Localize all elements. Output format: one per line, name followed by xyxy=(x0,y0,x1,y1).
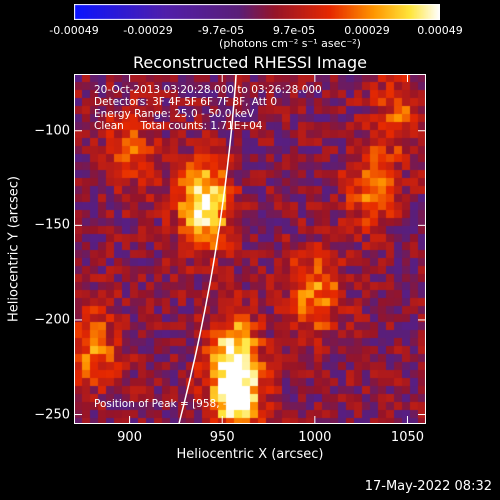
y-axis-label: Heliocentric Y (arcsec) xyxy=(6,176,22,322)
x-tick-label: 950 xyxy=(209,430,235,445)
y-tick-label: −250 xyxy=(34,407,70,423)
plot-frame xyxy=(74,74,426,424)
y-tick-label: −150 xyxy=(34,217,70,233)
colorbar-tick: 0.00029 xyxy=(344,24,390,37)
chart-title: Reconstructed RHESSI Image xyxy=(133,53,367,72)
solar-limb-curve xyxy=(178,74,237,424)
x-tick-label: 1000 xyxy=(298,430,332,445)
x-tick-label: 1050 xyxy=(390,430,425,445)
plot-area: 20-Oct-2013 03:20:28.000 to 03:26:28.000… xyxy=(74,74,426,424)
detectors-label: Detectors: 3F 4F 5F 6F 7F 8F, Att 0 xyxy=(94,96,278,108)
y-tick-label: −200 xyxy=(34,312,70,328)
colorbar-unit: (photons cm⁻² s⁻¹ asec⁻²) xyxy=(219,37,361,50)
energy-range-label: Energy Range: 25.0 - 50.0 keV xyxy=(94,108,255,120)
heatmap-image xyxy=(74,74,426,424)
time-range-label: 20-Oct-2013 03:20:28.000 to 03:26:28.000 xyxy=(94,84,322,96)
colorbar-tick: -0.00049 xyxy=(49,24,99,37)
peak-position-label: Position of Peak = [958, -238] xyxy=(94,398,251,410)
y-tick-label: −100 xyxy=(34,123,70,139)
plot-axes xyxy=(74,74,426,424)
x-tick-label: 900 xyxy=(117,430,142,445)
x-axis-label: Heliocentric X (arcsec) xyxy=(176,447,324,462)
colorbar-tick: -9.7e-05 xyxy=(197,24,245,37)
colorbar-tick: 0.00049 xyxy=(417,24,463,37)
clean-counts-label: Clean Total counts: 1.71E+04 xyxy=(94,120,263,132)
colorbar xyxy=(74,4,440,20)
colorbar-tick: -0.00029 xyxy=(123,24,173,37)
timestamp: 17-May-2022 08:32 xyxy=(364,479,492,494)
colorbar-tick: 9.7e-05 xyxy=(272,24,316,37)
